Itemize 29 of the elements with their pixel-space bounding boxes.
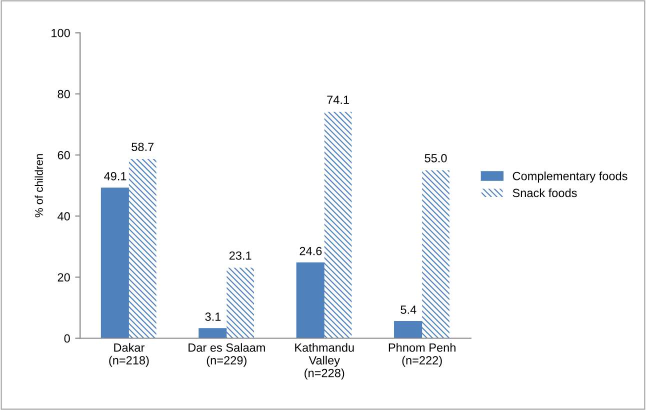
y-tick-label: 80 [58, 90, 70, 98]
bar [100, 188, 130, 338]
x-tick-label: Dakar (n=218) [109, 343, 149, 367]
y-tick-label: 60 [58, 151, 70, 160]
data-label: 55.0 [424, 154, 447, 162]
y-tick-label: 100 [52, 28, 70, 38]
y-tick-label: 40 [58, 212, 70, 220]
bar [128, 158, 156, 338]
y-tick-label: 20 [58, 273, 70, 282]
bar [198, 328, 228, 338]
bar [296, 262, 326, 338]
x-tick-label: Dar es Salaam (n=229) [188, 343, 265, 367]
bar [422, 170, 450, 338]
data-label: 24.6 [300, 246, 322, 256]
data-label: 74.1 [327, 96, 349, 104]
legend-label: Complementary foods [512, 172, 628, 183]
y-axis-title: % of children [34, 154, 43, 218]
legend-label: Snack foods [512, 188, 577, 198]
data-label: 58.7 [132, 142, 154, 152]
x-tick-label: Kathmandu Valley (n=228) [295, 343, 354, 380]
y-tick-label: 0 [64, 334, 70, 343]
data-label: 49.1 [104, 172, 126, 180]
data-label: 23.1 [229, 251, 252, 260]
data-label: 5.4 [400, 306, 416, 314]
bar [324, 112, 352, 338]
bar [394, 321, 423, 338]
data-label: 3.1 [205, 312, 221, 321]
bar [226, 268, 254, 338]
x-tick-label: Phnom Penh (n=222) [388, 343, 456, 367]
